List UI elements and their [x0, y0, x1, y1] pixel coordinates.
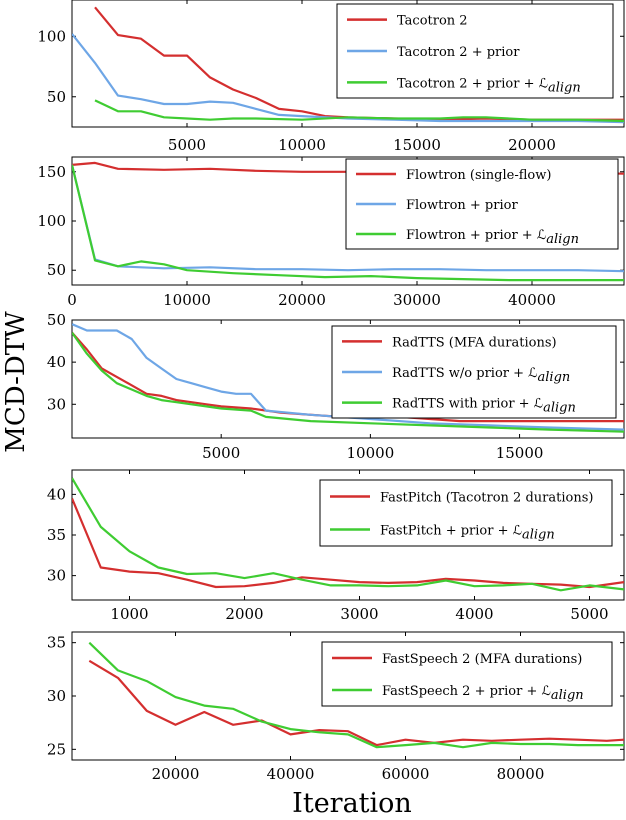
legend-entry: Tacotron 2 + prior: [397, 45, 520, 60]
legend-box: [321, 641, 613, 707]
x-tick-label: 10000: [163, 291, 211, 309]
series-line-3: [72, 164, 624, 282]
legend: FastPitch (Tacotron 2 durations) FastPitc…: [319, 479, 613, 547]
legend-entry: FastPitch (Tacotron 2 durations): [380, 491, 593, 506]
y-tick-label: 100: [37, 212, 66, 230]
plot-frame: [71, 0, 625, 128]
y-tick-label: 50: [47, 311, 66, 329]
legend-entry: Flowtron (single-flow): [406, 168, 551, 183]
x-tick-label: 40000: [267, 765, 315, 783]
x-tick-label: 0: [67, 291, 77, 309]
chart-panel-3: 30 40 50 5000 10000 15000 RadTTS (MFA duration…: [47, 311, 625, 462]
y-tick-label: 50: [47, 261, 66, 279]
series-line-3: [72, 331, 624, 433]
x-tick-label: 4000: [455, 605, 493, 623]
y-axis-title: MCD-DTW: [1, 311, 31, 453]
series-line-2: [72, 33, 624, 124]
y-tick-label: 30: [47, 687, 66, 705]
y-tick-label: 50: [47, 88, 66, 106]
y-tick-label: 35: [47, 526, 66, 544]
y-tick-label: 25: [47, 740, 66, 758]
x-tick-label: 15000: [393, 136, 441, 154]
legend-entry: Tacotron 2: [397, 14, 468, 29]
x-tick-label: 30000: [393, 291, 441, 309]
series-line-1: [88, 659, 624, 747]
legend-box: [319, 479, 613, 547]
x-axis-title: Iteration: [292, 788, 412, 819]
legend: Flowtron (single-flow) Flowtron + prior Fl…: [345, 158, 619, 250]
x-tick-label: 15000: [496, 444, 544, 462]
legend: RadTTS (MFA durations) RadTTS w/o prior +…: [331, 325, 617, 419]
x-tick-label: 3000: [340, 605, 378, 623]
x-tick-label: 1000: [110, 605, 148, 623]
y-tick-label: 150: [37, 163, 66, 181]
legend: Tacotron 2 Tacotron 2 + prior Tacotron 2 +…: [336, 3, 614, 99]
legend-entry: RadTTS w/o prior + ℒalign: [392, 366, 570, 385]
legend-entry: FastPitch + prior + ℒalign: [380, 524, 555, 543]
y-tick-label: 40: [47, 485, 66, 503]
series-line-2: [72, 164, 624, 273]
series-line-2: [72, 323, 624, 431]
x-tick-label: 5000: [168, 136, 206, 154]
y-tick-label: 40: [47, 353, 66, 371]
x-tick-label: 10000: [347, 444, 395, 462]
legend-entry: FastSpeech 2 (MFA durations): [382, 652, 582, 667]
plot-frame: [71, 319, 625, 439]
chart-panel-4: 30 35 40 1000 2000 3000 4000 5000 FastPitch (Tac…: [47, 469, 625, 623]
legend-entry: FastSpeech 2 + prior + ℒalign: [382, 684, 584, 703]
legend-entry: Flowtron + prior: [406, 198, 518, 213]
x-tick-label: 40000: [508, 291, 556, 309]
y-tick-label: 100: [37, 27, 66, 45]
x-tick-label: 60000: [382, 765, 430, 783]
x-tick-label: 5000: [202, 444, 240, 462]
x-tick-label: 10000: [278, 136, 326, 154]
x-tick-label: 5000: [570, 605, 608, 623]
y-tick-label: 35: [47, 634, 66, 652]
series-line-1: [72, 331, 624, 423]
x-tick-label: 20000: [152, 765, 200, 783]
chart-panel-5: 25 30 35 20000 40000 60000 80000 FastSpeech 2 (…: [47, 631, 625, 783]
y-tick-label: 30: [47, 567, 66, 585]
legend-entry: Tacotron 2 + prior + ℒalign: [397, 76, 581, 95]
x-tick-label: 80000: [497, 765, 545, 783]
series-line-3: [94, 99, 624, 123]
legend-entry: RadTTS with prior + ℒalign: [392, 397, 576, 416]
x-tick-label: 2000: [225, 605, 263, 623]
x-tick-label: 20000: [278, 291, 326, 309]
x-tick-label: 20000: [508, 136, 556, 154]
legend-entry: RadTTS (MFA durations): [392, 335, 557, 350]
chart-panel-2: 50 100 150 0 10000 20000 30000 40000 Flowtron (s…: [37, 156, 625, 309]
legend-entry: Flowtron + prior + ℒalign: [406, 228, 579, 247]
y-tick-label: 30: [47, 395, 66, 413]
legend: FastSpeech 2 (MFA durations) FastSpeech 2…: [321, 641, 613, 707]
series-line-2: [72, 477, 624, 592]
series-line-2: [88, 641, 624, 749]
